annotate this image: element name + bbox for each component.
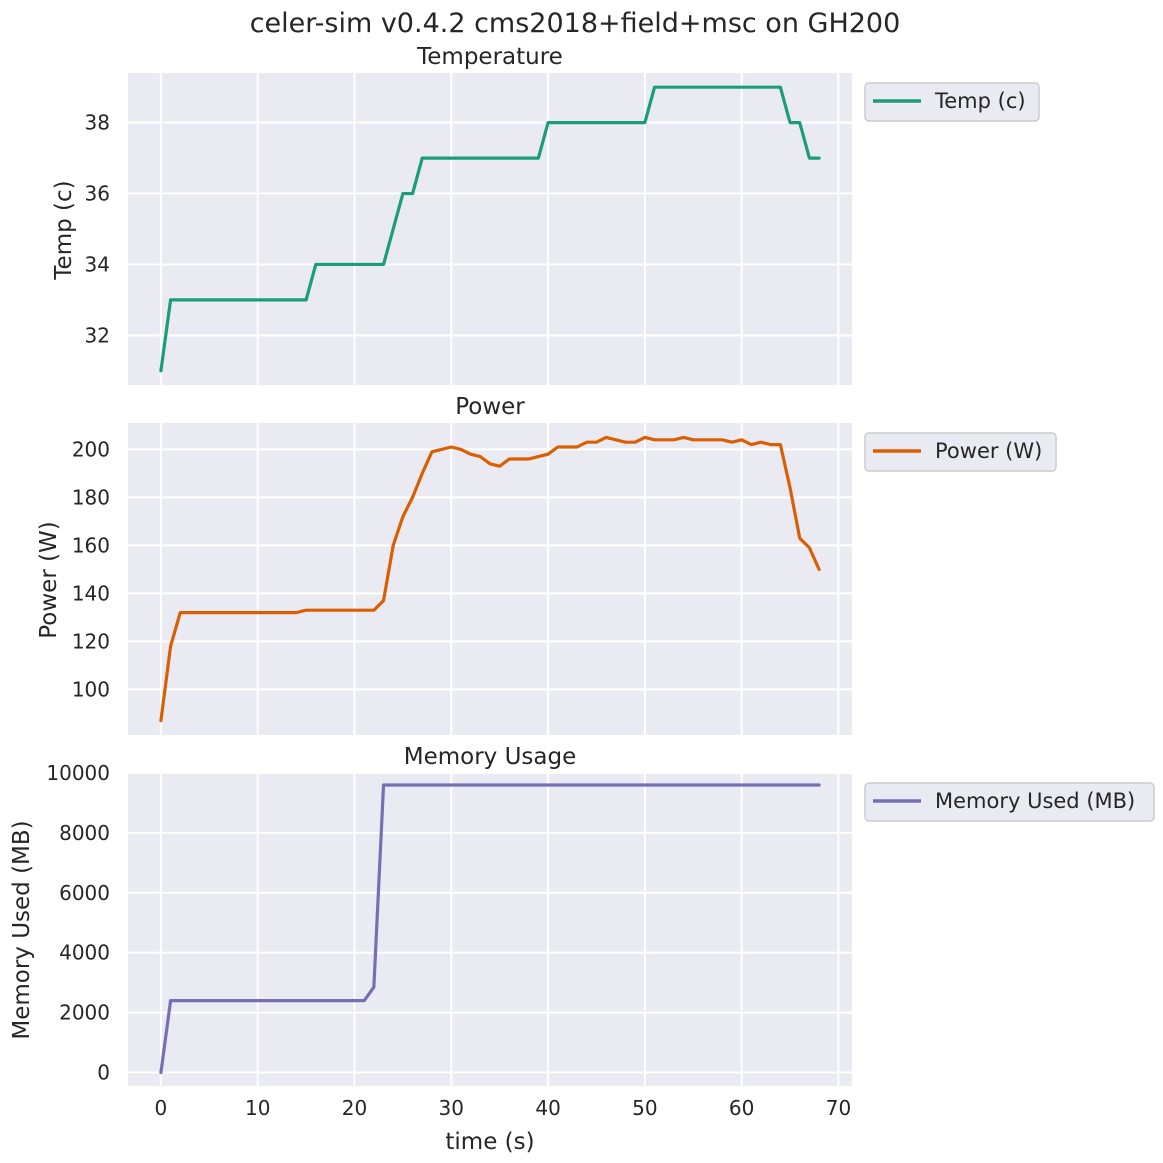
temperature-ylabel: Temp (c): [51, 180, 77, 280]
x-tick-label: 30: [439, 1096, 464, 1120]
memory-title: Memory Usage: [404, 744, 577, 770]
legend-temperature-box: [864, 82, 1040, 122]
x-tick-label: 0: [155, 1096, 168, 1120]
x-tick-label: 20: [342, 1096, 367, 1120]
memory-y-tick-label: 4000: [59, 941, 110, 965]
power-y-tick-label: 140: [72, 581, 110, 605]
legend-temperature-label: Temp (c): [934, 89, 1026, 113]
power-y-tick-label: 180: [72, 485, 110, 509]
x-tick-label: 50: [632, 1096, 657, 1120]
memory-y-tick-label: 0: [97, 1061, 110, 1085]
temperature-y-tick-label: 34: [85, 252, 110, 276]
legend-power-box: [864, 432, 1057, 472]
memory-y-tick-label: 10000: [46, 761, 110, 785]
power-series-line: [159, 435, 821, 723]
power-ylabel: Power (W): [36, 521, 62, 639]
power-title: Power: [455, 394, 525, 420]
power-plot-area: [128, 423, 852, 735]
x-tick-label: 10: [245, 1096, 270, 1120]
memory-series-line: [159, 783, 821, 1075]
memory-y-tick-label: 2000: [59, 1001, 110, 1025]
temperature-y-tick-label: 36: [85, 182, 110, 206]
power-y-tick-label: 100: [72, 677, 110, 701]
power-y-tick-label: 160: [72, 533, 110, 557]
power-plot-background: [128, 423, 852, 735]
legend-temperature: Temp (c): [864, 82, 1040, 122]
legend-power: Power (W): [864, 432, 1057, 472]
temperature-plot-background: [128, 73, 852, 385]
panel-temperature: Temperature Temp (c) Temp (c) 32 34 36 38: [51, 44, 1040, 385]
temperature-title: Temperature: [416, 44, 563, 70]
power-y-tick-label: 200: [72, 437, 110, 461]
memory-plot-background: [128, 773, 852, 1086]
memory-y-tick-label: 8000: [59, 821, 110, 845]
temperature-y-tick-label: 38: [85, 111, 110, 135]
x-axis-label: time (s): [445, 1129, 534, 1155]
memory-ylabel: Memory Used (MB): [9, 820, 35, 1039]
legend-memory-label: Memory Used (MB): [935, 789, 1135, 813]
x-tick-label: 40: [535, 1096, 560, 1120]
x-tick-label: 60: [729, 1096, 754, 1120]
power-y-tick-label: 120: [72, 629, 110, 653]
temperature-plot-area: [128, 73, 852, 385]
temperature-series-line: [159, 85, 821, 373]
memory-plot-area: [128, 772, 852, 1086]
panel-memory: Memory Usage Memory Used (MB) Memory Use…: [9, 744, 1155, 1155]
legend-power-label: Power (W): [935, 439, 1042, 463]
temperature-y-tick-label: 32: [85, 323, 110, 347]
memory-y-tick-label: 6000: [59, 881, 110, 905]
x-tick-label: 70: [826, 1096, 851, 1120]
legend-memory-box: [864, 782, 1155, 822]
panel-power: Power Power (W) Power (W) 100 120 140 160 18…: [36, 394, 1057, 735]
figure-title: celer-sim v0.4.2 cms2018+field+msc on GH…: [250, 8, 901, 39]
legend-memory: Memory Used (MB): [864, 782, 1155, 822]
